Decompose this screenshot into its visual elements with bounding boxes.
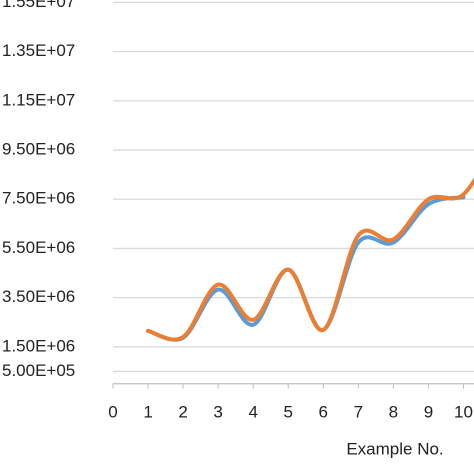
y-tick-label: 1.50E+06: [2, 336, 75, 355]
x-tick-label: 10: [454, 402, 473, 421]
y-tick-label: 1.35E+07: [2, 41, 75, 60]
series-line: [146, 177, 474, 342]
x-tick-label: 9: [424, 402, 433, 421]
x-tick-label: 4: [248, 402, 257, 421]
x-tick-label: 3: [213, 402, 222, 421]
x-tick-label: 2: [178, 402, 187, 421]
y-tick-label: 7.50E+06: [2, 189, 75, 208]
x-tick-label: 1: [143, 402, 152, 421]
x-tick-label: 5: [284, 402, 293, 421]
x-tick-label: 8: [389, 402, 398, 421]
x-tick-label: 7: [354, 402, 363, 421]
x-tick-label: 6: [319, 402, 328, 421]
y-tick-label: 5.50E+06: [2, 238, 75, 257]
y-tick-label: 1.15E+07: [2, 90, 75, 109]
x-tick-label: 0: [108, 402, 117, 421]
y-tick-label: 1.55E+07: [2, 0, 75, 11]
y-tick-label: 5.00E+05: [2, 361, 75, 380]
plot-area: [146, 177, 474, 342]
x-axis-label: Example No.: [346, 439, 443, 458]
y-tick-label: 9.50E+06: [2, 140, 75, 159]
y-tick-label: 3.50E+06: [2, 287, 75, 306]
